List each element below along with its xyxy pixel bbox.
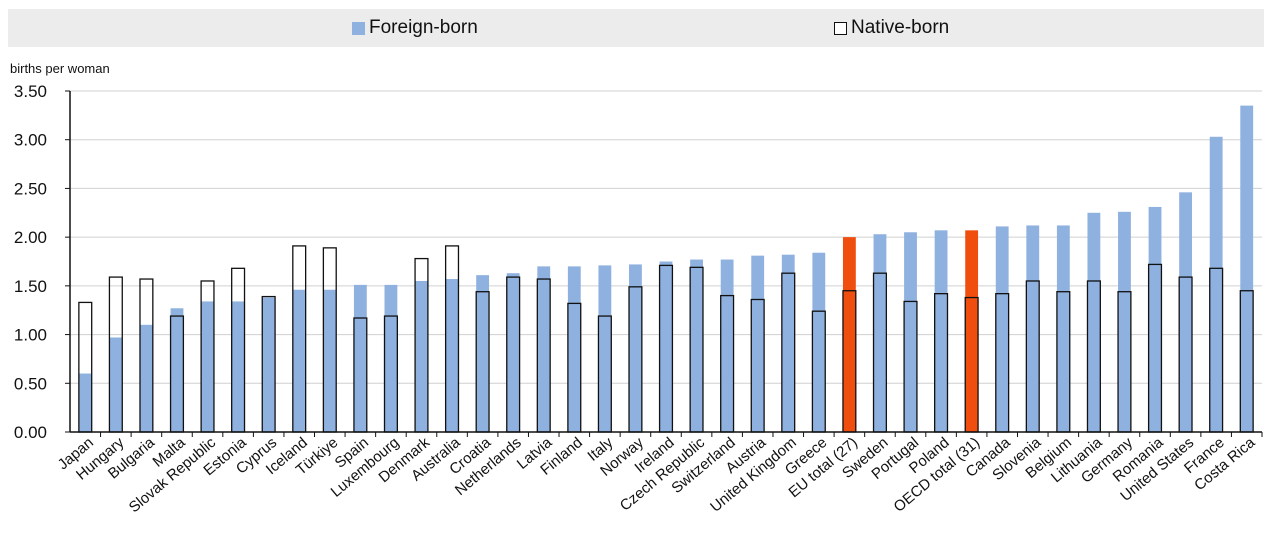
bar-foreign-born [965, 230, 979, 432]
y-tick-label: 2.00 [14, 228, 47, 247]
axes: 0.00 0.50 1.00 1.50 2.00 2.50 3.00 3.50 [14, 82, 1263, 442]
bar-foreign-born [353, 284, 367, 432]
bar-foreign-born [873, 234, 887, 432]
legend-native: Native-born [834, 17, 949, 39]
bar-foreign-born [1148, 206, 1162, 432]
bar-foreign-born [1118, 211, 1131, 432]
y-tick-label: 1.00 [14, 326, 47, 345]
bar-foreign-born [781, 254, 795, 432]
y-tick-label: 1.50 [14, 277, 47, 296]
bar-foreign-born [1179, 192, 1193, 432]
bar-foreign-born [1026, 225, 1040, 432]
bars-layer [78, 105, 1254, 433]
bar-foreign-born [476, 275, 490, 432]
y-tick-label: 0.50 [14, 374, 47, 393]
bar-foreign-born [934, 230, 948, 432]
bar-foreign-born [78, 373, 92, 432]
legend-foreign-swatch [352, 21, 365, 35]
y-tick-label: 0.00 [14, 423, 47, 442]
legend-native-label: Native-born [851, 17, 950, 38]
bar-foreign-born [629, 264, 642, 432]
bar-foreign-born [1209, 136, 1223, 432]
bar-foreign-born [323, 289, 337, 432]
y-tick-label: 2.50 [14, 179, 47, 198]
bar-foreign-born [139, 324, 153, 432]
bar-foreign-born [751, 255, 765, 432]
bar-foreign-born [567, 266, 581, 432]
bar-foreign-born [506, 273, 520, 432]
legend-native-swatch [834, 21, 847, 35]
legend-foreign-label: Foreign-born [369, 17, 478, 38]
bar-foreign-born [690, 259, 703, 432]
y-tick-label: 3.00 [14, 131, 47, 150]
bar-foreign-born [445, 279, 459, 432]
legend-foreign: Foreign-born [352, 17, 478, 39]
y-tick-label: 3.50 [14, 82, 47, 101]
bar-foreign-born [170, 308, 184, 432]
bar-foreign-born [598, 265, 612, 432]
y-axis-unit-label: births per woman [10, 61, 110, 76]
bar-foreign-born [659, 261, 673, 432]
bar-foreign-born [995, 226, 1009, 432]
bar-foreign-born [415, 280, 428, 432]
bar-foreign-born [1240, 105, 1254, 432]
bar-foreign-born [201, 301, 214, 432]
bar-foreign-born [384, 284, 398, 432]
bar-foreign-born [842, 237, 856, 432]
legend-bar: Foreign-born Native-born [8, 9, 1264, 47]
bar-foreign-born [292, 289, 306, 432]
bar-foreign-born [812, 252, 826, 432]
bar-foreign-born [231, 301, 245, 432]
bar-foreign-born [1087, 212, 1101, 432]
bar-foreign-born [109, 337, 123, 432]
bar-foreign-born [720, 259, 734, 432]
bar-foreign-born [1056, 225, 1070, 432]
bar-foreign-born [537, 266, 551, 432]
bar-foreign-born [904, 232, 917, 432]
bar-foreign-born [262, 297, 276, 432]
